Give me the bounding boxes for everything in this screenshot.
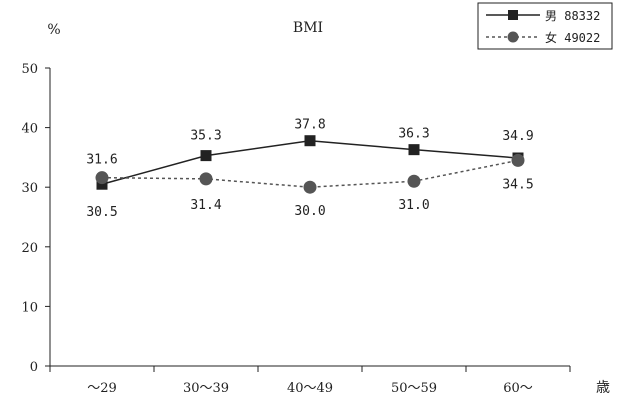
x-tick-label: 30～39 bbox=[183, 381, 229, 396]
data-label: 34.5 bbox=[502, 177, 533, 192]
x-tick-label: ～29 bbox=[87, 381, 117, 396]
series-layer: 30.5 35.3 37.8 36.3 34.9 31.6 31.4 30.0 31.0 34.5 bbox=[86, 118, 533, 221]
data-point bbox=[304, 135, 316, 147]
legend: 男 88332 女 49022 bbox=[477, 2, 613, 50]
y-tick-label: 40 bbox=[21, 122, 38, 137]
data-label: 31.6 bbox=[86, 153, 117, 168]
data-label: 30.5 bbox=[86, 205, 117, 220]
x-axis-label: 歳 bbox=[596, 380, 610, 396]
data-label: 37.8 bbox=[294, 118, 325, 133]
y-tick-label: 0 bbox=[30, 360, 38, 375]
legend-marker-male bbox=[508, 10, 518, 20]
data-label: 36.3 bbox=[398, 127, 429, 142]
x-tick-label: 50～59 bbox=[391, 381, 437, 396]
y-tick-label: 10 bbox=[21, 300, 38, 315]
data-label: 34.9 bbox=[502, 129, 533, 144]
data-point bbox=[200, 150, 212, 162]
legend-label-female: 女 49022 bbox=[545, 30, 600, 45]
series-female: 31.6 31.4 30.0 31.0 34.5 bbox=[86, 153, 533, 220]
y-tick-label: 20 bbox=[21, 241, 38, 256]
data-label: 35.3 bbox=[190, 129, 221, 144]
data-point bbox=[511, 153, 525, 167]
legend-label-male: 男 88332 bbox=[545, 9, 600, 23]
axes bbox=[49, 68, 570, 367]
data-point bbox=[407, 174, 421, 188]
data-point bbox=[199, 172, 213, 186]
data-label: 31.4 bbox=[190, 198, 221, 213]
data-label: 30.0 bbox=[294, 204, 325, 219]
y-axis-label: % bbox=[47, 22, 60, 38]
y-tick-label: 50 bbox=[21, 62, 38, 77]
data-point bbox=[408, 144, 420, 156]
x-tick-label: 40～49 bbox=[287, 381, 333, 396]
x-tick-label: 60～ bbox=[503, 381, 533, 396]
chart-title: BMI bbox=[293, 20, 323, 36]
data-label: 31.0 bbox=[398, 198, 429, 213]
y-ticks: 0 10 20 30 40 50 bbox=[21, 62, 50, 375]
x-ticks: ～29 30～39 40～49 50～59 60～ bbox=[49, 366, 571, 396]
legend-box bbox=[477, 2, 613, 50]
data-point bbox=[303, 180, 317, 194]
data-point bbox=[96, 178, 108, 190]
y-tick-label: 30 bbox=[21, 181, 38, 196]
data-point bbox=[95, 171, 109, 185]
legend-marker-female bbox=[507, 31, 519, 43]
